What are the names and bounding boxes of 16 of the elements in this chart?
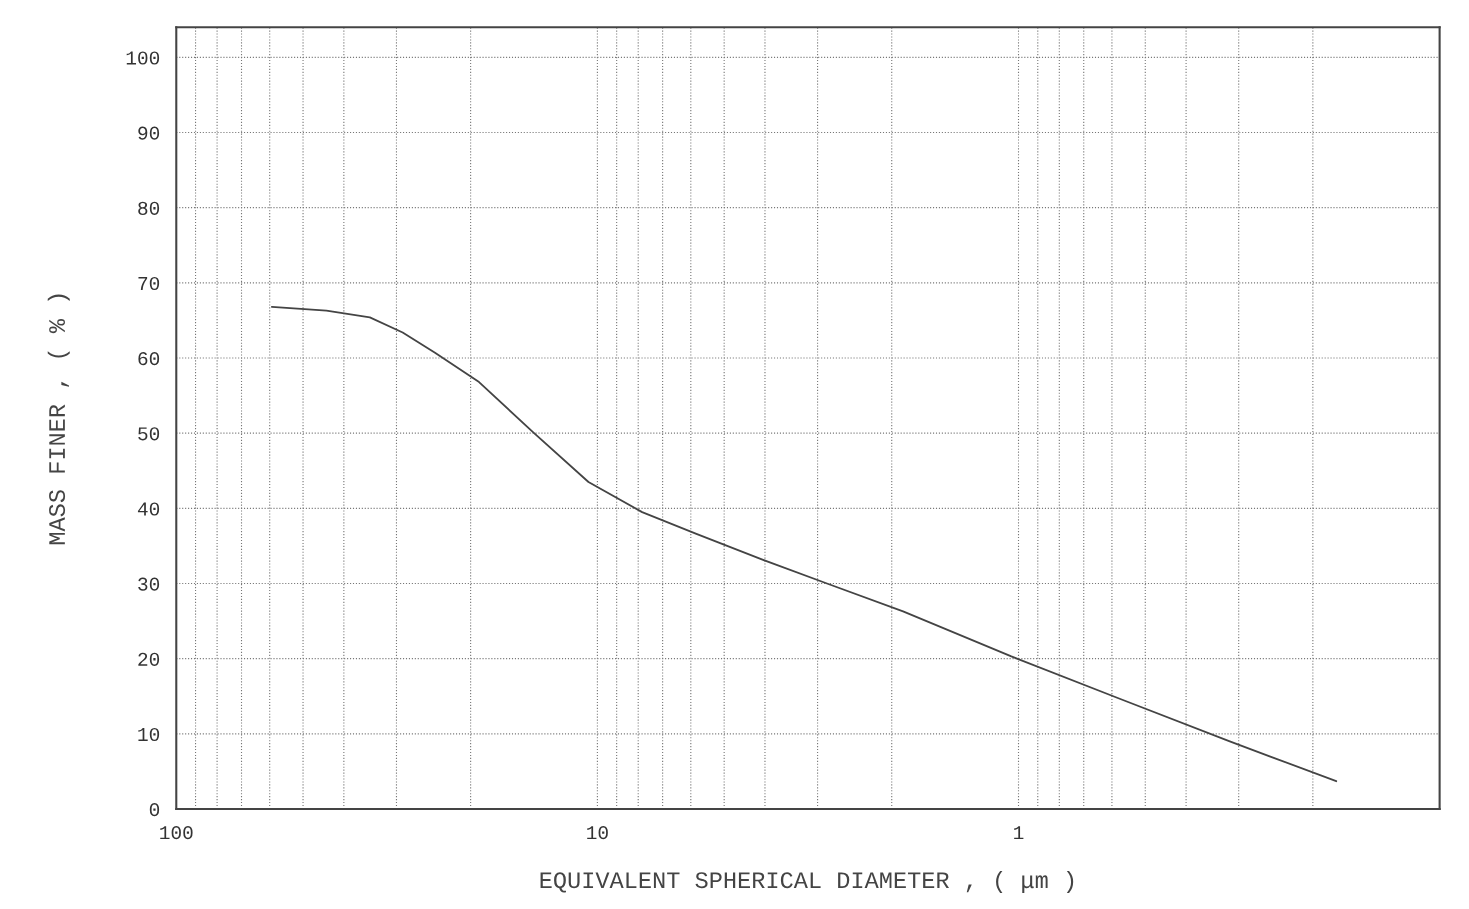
y-tick-label: 30 [138,577,160,591]
y-tick-label: 100 [126,51,160,65]
y-axis-title: MASS FINER , ( % ) [47,294,70,545]
y-tick-label: 20 [138,652,160,666]
y-tick-label: 40 [137,502,160,516]
y-tick-label: 70 [138,276,160,291]
x-tick-label: 10 [587,826,608,840]
y-tick-label: 60 [138,352,160,366]
x-tick-label: 100 [160,826,193,840]
y-tick-label: 10 [138,727,160,742]
y-tick-label: 80 [138,201,160,215]
y-tick-label: 50 [138,427,160,441]
x-tick-label: 1 [1014,826,1024,840]
y-tick-label: 90 [138,126,160,140]
x-axis-title: EQUIVALENT SPHERICAL DIAMETER , ( μm ) [540,870,1074,893]
y-tick-label: 0 [149,803,160,817]
